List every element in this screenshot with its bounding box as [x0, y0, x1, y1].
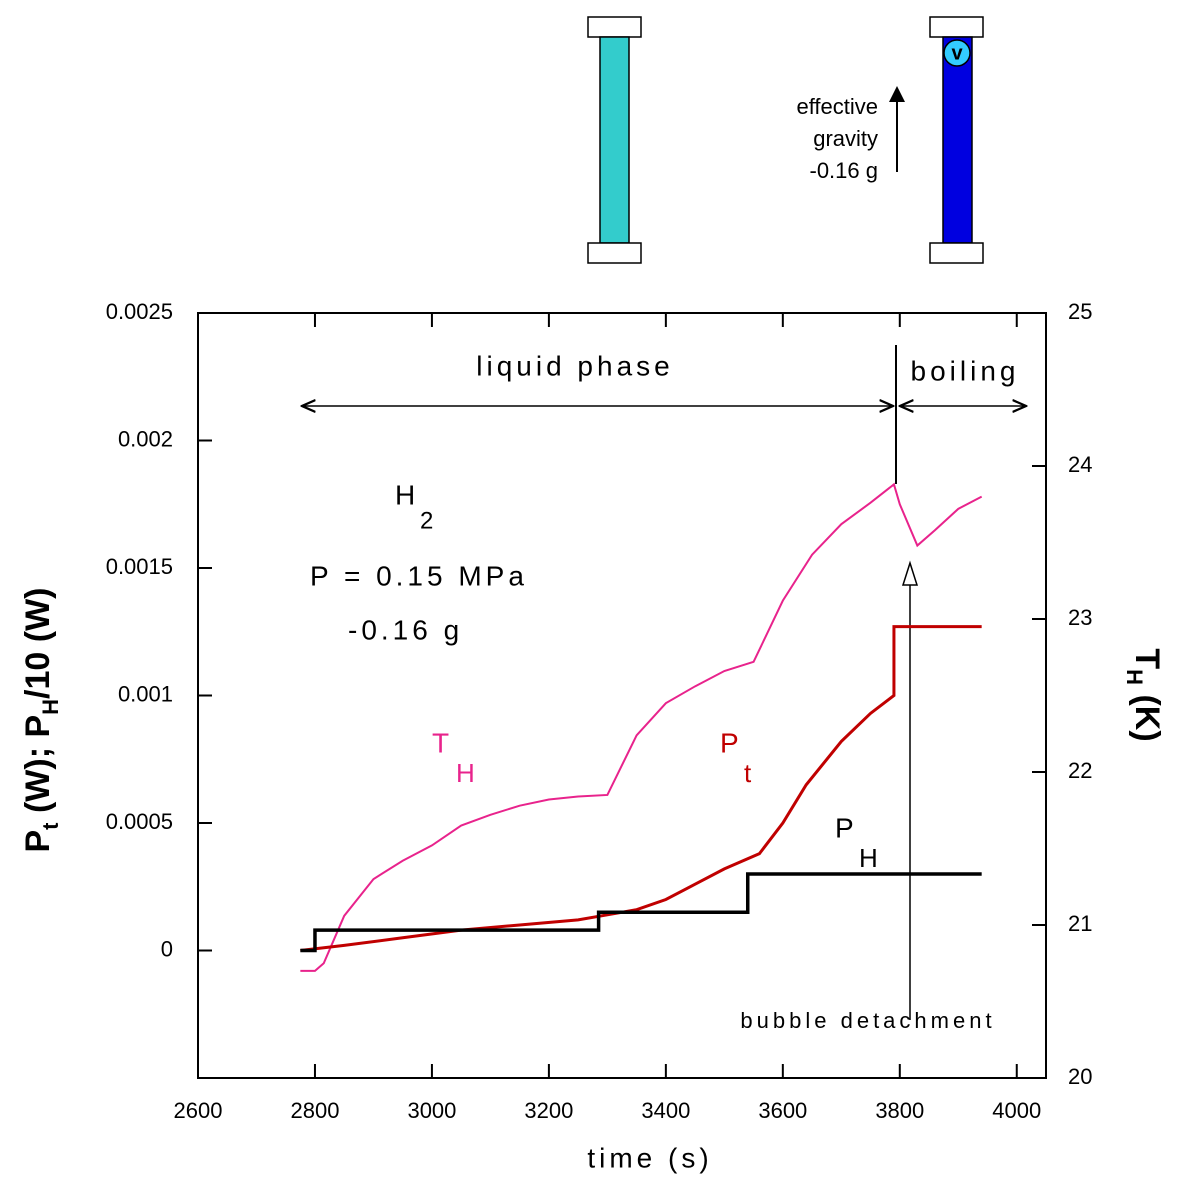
x-tick-label: 3200 [524, 1098, 573, 1123]
series-label: H [859, 843, 878, 873]
x-tick-label: 3600 [758, 1098, 807, 1123]
x-tick-label: 3800 [875, 1098, 924, 1123]
tubes [587, 16, 984, 264]
y-tick-label: 0.002 [118, 426, 173, 451]
y-tick-label: 0 [161, 936, 173, 961]
data-line [300, 625, 982, 952]
annotation: -0.16 g [348, 614, 463, 645]
y2-tick-label: 22 [1068, 758, 1092, 783]
x-tick-label: 3400 [641, 1098, 690, 1123]
x-tick-label: 4000 [992, 1098, 1041, 1123]
y-tick-label: 0.0015 [106, 554, 173, 579]
bubble-label: v [951, 42, 963, 64]
x-axis-label: time (s) [587, 1142, 712, 1173]
annotation: liquid phase [476, 350, 673, 381]
annotation: P = 0.15 MPa [310, 560, 528, 591]
y-tick-label: 0.001 [118, 681, 173, 706]
y-axis-label: Pt (W); PH/10 (W) [19, 588, 63, 853]
y2-tick-label: 23 [1068, 605, 1092, 630]
series-label: P [720, 727, 739, 758]
data-line [300, 872, 982, 953]
y2-tick-label: 25 [1068, 299, 1092, 324]
annotation: bubble detachment [740, 1008, 995, 1033]
annotation: H [395, 479, 419, 510]
gravity-label: effective [796, 94, 878, 119]
gravity-label: -0.16 g [810, 158, 879, 183]
series-label: H [456, 758, 475, 788]
x-tick-label: 2800 [290, 1098, 339, 1123]
data-line [300, 482, 983, 972]
y2-tick-label: 24 [1068, 452, 1092, 477]
y2-tick-label: 20 [1068, 1064, 1092, 1089]
plot-frame [197, 312, 1047, 1079]
y2-axis-label: TH (K) [1122, 648, 1166, 741]
annotation: boiling [911, 355, 1020, 386]
annotation-arrows [302, 345, 1026, 1020]
series-label: t [744, 758, 752, 788]
gravity-label: gravity [813, 126, 878, 151]
annotation: 2 [420, 507, 433, 534]
x-tick-label: 3000 [407, 1098, 456, 1123]
y-tick-label: 0.0005 [106, 809, 173, 834]
x-tick-label: 2600 [174, 1098, 223, 1123]
series-label: P [835, 812, 854, 843]
series-label: T [432, 727, 449, 758]
y-tick-label: 0.0025 [106, 299, 173, 324]
y2-tick-label: 21 [1068, 911, 1092, 936]
